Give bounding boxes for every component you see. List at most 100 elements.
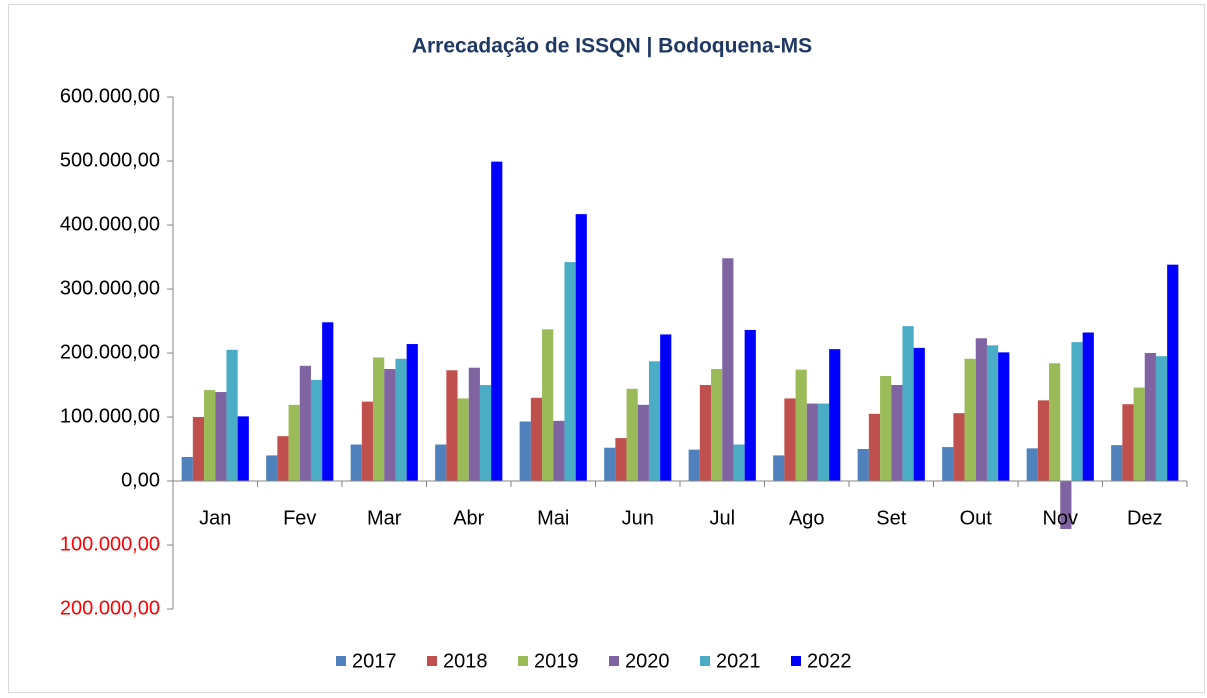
y-tick-label: 400.000,00 bbox=[60, 213, 160, 235]
legend-swatch bbox=[609, 656, 619, 666]
bar bbox=[784, 398, 796, 481]
bar bbox=[299, 365, 311, 481]
legend-swatch bbox=[700, 656, 710, 666]
legend-label: 2020 bbox=[625, 650, 670, 672]
y-tick-label: 500.000,00 bbox=[60, 149, 160, 171]
bar bbox=[457, 398, 469, 481]
bar bbox=[1133, 387, 1145, 481]
bar bbox=[964, 358, 976, 481]
bar bbox=[237, 416, 249, 481]
bar bbox=[277, 436, 289, 481]
bar bbox=[435, 444, 447, 481]
bar bbox=[384, 369, 396, 481]
bar bbox=[733, 444, 745, 481]
bar bbox=[395, 358, 407, 481]
y-tick-label: 600.000,00 bbox=[60, 85, 160, 107]
x-tick-label: Out bbox=[960, 507, 993, 529]
bar bbox=[491, 161, 503, 481]
x-tick-label: Jun bbox=[622, 507, 654, 529]
bar bbox=[468, 367, 480, 481]
bar bbox=[806, 403, 818, 481]
legend-label: 2021 bbox=[716, 650, 761, 672]
bar bbox=[553, 420, 565, 481]
bar bbox=[310, 379, 323, 481]
legend-label: 2017 bbox=[352, 650, 397, 672]
legend-label: 2018 bbox=[443, 650, 488, 672]
bar bbox=[975, 338, 987, 481]
bar bbox=[542, 329, 554, 481]
bar bbox=[1037, 400, 1050, 481]
x-tick-label: Abr bbox=[453, 507, 484, 529]
bar bbox=[1144, 353, 1156, 481]
bar bbox=[637, 404, 649, 481]
legend-label: 2022 bbox=[807, 650, 852, 672]
legend-swatch bbox=[791, 656, 801, 666]
x-tick-label: Set bbox=[876, 507, 906, 529]
y-tick-label: 300.000,00 bbox=[60, 277, 160, 299]
bar bbox=[575, 214, 587, 481]
bar bbox=[1111, 445, 1123, 481]
bar bbox=[1155, 356, 1168, 481]
x-tick-label: Jan bbox=[199, 507, 231, 529]
bar bbox=[711, 369, 723, 481]
x-tick-label: Mar bbox=[367, 507, 402, 529]
bar bbox=[986, 345, 999, 481]
bar bbox=[564, 262, 576, 481]
y-tick-label: 0,00 bbox=[121, 469, 160, 491]
bar bbox=[373, 357, 385, 481]
bar bbox=[891, 385, 903, 481]
x-tick-label: Ago bbox=[789, 507, 825, 529]
x-tick-label: Mai bbox=[537, 507, 569, 529]
legend-swatch bbox=[336, 656, 346, 666]
x-tick-label: Fev bbox=[283, 507, 316, 529]
bar bbox=[322, 322, 334, 481]
bar bbox=[1071, 342, 1083, 481]
bar bbox=[722, 258, 734, 481]
bar bbox=[868, 413, 881, 481]
bar bbox=[953, 413, 965, 481]
bar bbox=[604, 447, 616, 481]
y-tick-label: 100.000,00 bbox=[60, 405, 160, 427]
legend-label: 2019 bbox=[534, 650, 579, 672]
bar bbox=[913, 347, 925, 481]
bar bbox=[530, 397, 543, 481]
x-tick-label: Dez bbox=[1127, 507, 1163, 529]
bar bbox=[660, 334, 672, 481]
y-tick-label: 200.000,00 bbox=[60, 597, 160, 619]
bar bbox=[519, 421, 531, 481]
bar bbox=[350, 444, 362, 481]
legend-swatch bbox=[427, 656, 437, 666]
bar bbox=[688, 449, 700, 481]
bar bbox=[942, 447, 954, 481]
bar bbox=[192, 417, 205, 481]
bar bbox=[446, 370, 458, 481]
bar bbox=[479, 385, 492, 481]
bar bbox=[1049, 363, 1061, 481]
bar bbox=[829, 349, 841, 481]
bar bbox=[648, 361, 661, 481]
bar bbox=[1167, 264, 1179, 481]
y-tick-label: 100.000,00 bbox=[60, 533, 160, 555]
bar bbox=[266, 455, 278, 481]
chart-border bbox=[8, 4, 1205, 693]
y-tick-label: 200.000,00 bbox=[60, 341, 160, 363]
bar bbox=[615, 438, 627, 481]
bar bbox=[626, 388, 638, 481]
bar bbox=[699, 385, 712, 481]
bar bbox=[902, 326, 914, 481]
bar bbox=[773, 455, 785, 481]
bar bbox=[226, 349, 238, 481]
chart-title: Arrecadação de ISSQN | Bodoquena-MS bbox=[412, 35, 812, 58]
bar bbox=[288, 404, 300, 481]
bar bbox=[215, 392, 227, 481]
bar bbox=[857, 449, 869, 481]
legend-swatch bbox=[518, 656, 528, 666]
bar bbox=[880, 376, 892, 481]
bar bbox=[181, 457, 193, 481]
bar bbox=[1026, 448, 1038, 481]
bar bbox=[1122, 404, 1134, 481]
bar bbox=[406, 344, 418, 481]
bar bbox=[361, 401, 374, 481]
bar bbox=[817, 403, 830, 481]
